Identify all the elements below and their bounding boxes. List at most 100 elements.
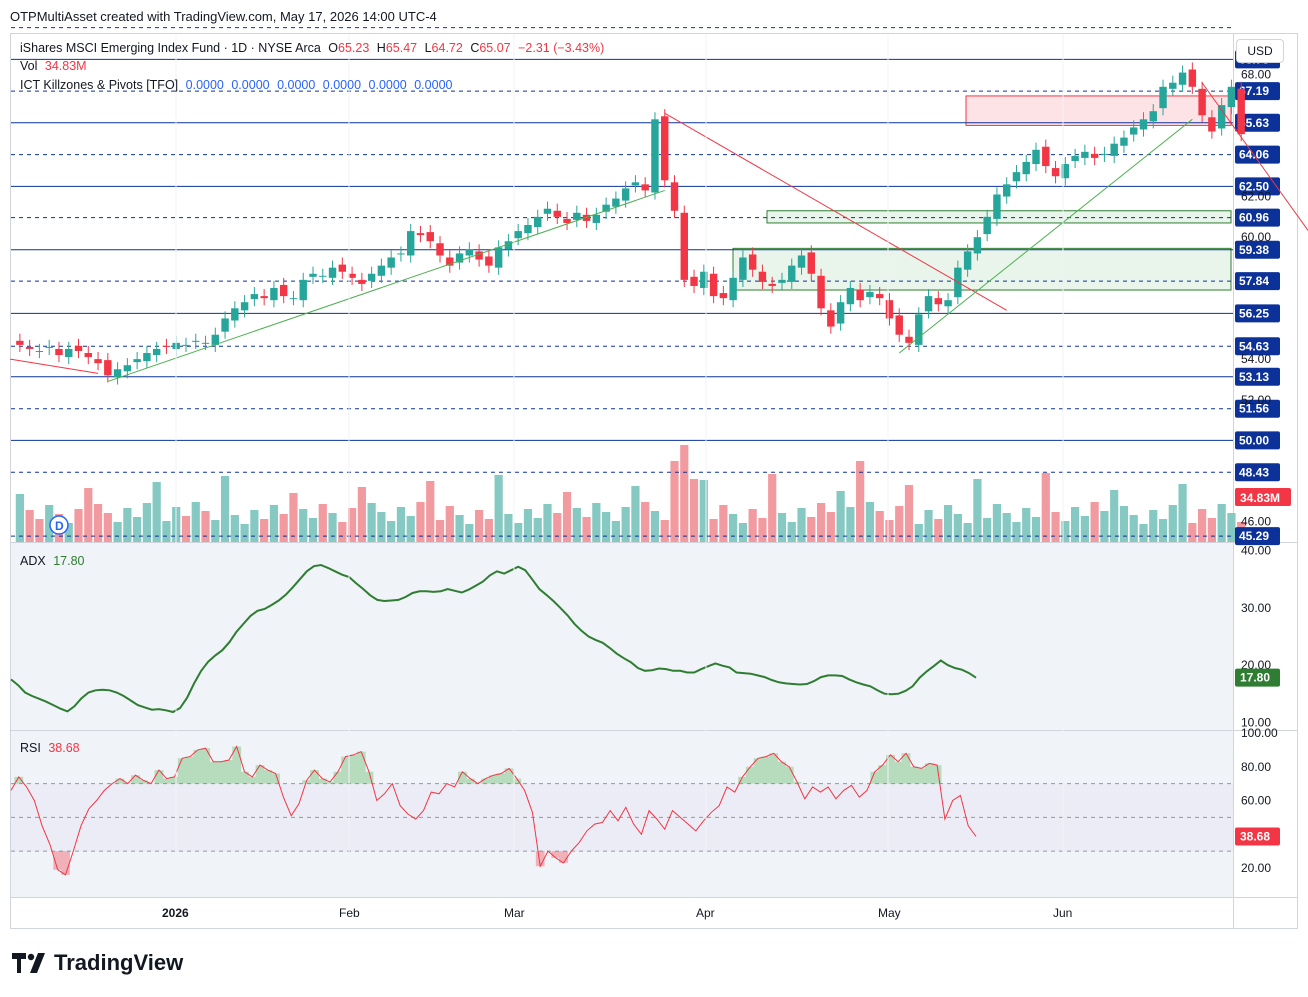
candle-body[interactable] [270, 287, 278, 301]
uptrend-line[interactable] [107, 189, 665, 382]
candle-body[interactable] [602, 204, 610, 212]
candle-body[interactable] [84, 353, 92, 358]
candle-body[interactable] [895, 315, 903, 335]
candle-body[interactable] [1100, 153, 1109, 155]
candle-body[interactable] [807, 252, 816, 274]
candle-body[interactable] [543, 208, 552, 214]
candle-body[interactable] [856, 290, 864, 301]
candle-body[interactable] [846, 287, 855, 305]
candle-body[interactable] [260, 296, 268, 299]
candle-body[interactable] [866, 292, 874, 298]
candle-body[interactable] [690, 276, 698, 286]
candle-body[interactable] [250, 294, 259, 300]
candle-body[interactable] [1217, 105, 1226, 129]
candle-body[interactable] [739, 257, 747, 280]
candle-body[interactable] [1012, 172, 1021, 182]
candle-body[interactable] [758, 271, 767, 282]
candle-body[interactable] [983, 216, 991, 235]
candle-body[interactable] [123, 365, 132, 372]
candle-body[interactable] [915, 314, 923, 345]
candle-body[interactable] [680, 212, 688, 280]
candle-body[interactable] [1178, 72, 1187, 85]
indicator-legend[interactable]: ICT Killzones & Pivots [TFO] 0.0000 0.00… [20, 78, 456, 92]
candle-body[interactable] [416, 233, 425, 236]
candle-body[interactable] [231, 308, 239, 321]
candle-body[interactable] [65, 348, 73, 358]
candle-body[interactable] [836, 302, 845, 324]
candle-body[interactable] [240, 302, 249, 311]
candle-body[interactable] [1237, 88, 1245, 135]
candle-body[interactable] [1159, 86, 1167, 109]
adx-pane[interactable] [11, 543, 1233, 730]
candle-body[interactable] [592, 214, 601, 223]
candle-body[interactable] [1198, 88, 1206, 116]
candle-body[interactable] [1149, 111, 1157, 122]
candle-body[interactable] [534, 216, 542, 228]
candle-body[interactable] [367, 273, 376, 281]
price-pane[interactable] [11, 34, 1233, 542]
candle-body[interactable] [299, 279, 307, 301]
candle-body[interactable] [1188, 69, 1197, 87]
candle-body[interactable] [455, 253, 464, 263]
candle-body[interactable] [1071, 155, 1079, 161]
candle-body[interactable] [788, 265, 796, 282]
candle-body[interactable] [768, 283, 776, 286]
candle-body[interactable] [426, 232, 434, 242]
candle-body[interactable] [494, 247, 503, 268]
candle-body[interactable] [152, 348, 161, 356]
candle-body[interactable] [1022, 161, 1030, 175]
candle-body[interactable] [963, 251, 972, 270]
candle-body[interactable] [446, 257, 454, 266]
candle-body[interactable] [641, 184, 649, 191]
candle-body[interactable] [465, 249, 474, 256]
candle-body[interactable] [221, 318, 229, 332]
candle-body[interactable] [104, 360, 112, 376]
candle-body[interactable] [924, 296, 933, 312]
candle-body[interactable] [885, 300, 894, 319]
candle-body[interactable] [1042, 146, 1050, 167]
candle-body[interactable] [934, 298, 943, 305]
candle-body[interactable] [729, 277, 737, 301]
candle-body[interactable] [475, 251, 483, 260]
uptrend-line[interactable] [898, 118, 1193, 354]
candle-body[interactable] [182, 344, 190, 346]
candle-body[interactable] [1130, 127, 1138, 135]
candle-body[interactable] [338, 264, 347, 272]
candle-body[interactable] [563, 218, 571, 223]
candle-body[interactable] [1227, 86, 1236, 108]
symbol-legend[interactable]: iShares MSCI Emerging Index Fund · 1D · … [20, 41, 608, 55]
adx-legend[interactable]: ADX 17.80 [20, 554, 88, 568]
candle-body[interactable] [797, 255, 806, 268]
candle-body[interactable] [1120, 137, 1128, 146]
rsi-line[interactable] [10, 745, 977, 876]
candle-body[interactable] [133, 359, 141, 363]
candle-body[interactable] [504, 241, 513, 250]
candle-body[interactable] [670, 182, 679, 211]
candle-body[interactable] [55, 348, 63, 356]
candle-body[interactable] [309, 273, 317, 277]
candle-body[interactable] [406, 231, 415, 256]
candle-body[interactable] [348, 273, 356, 278]
candle-body[interactable] [993, 194, 1001, 219]
candle-body[interactable] [612, 198, 620, 207]
candle-body[interactable] [143, 353, 151, 362]
candle-body[interactable] [1169, 82, 1177, 89]
candle-body[interactable] [485, 256, 493, 266]
candle-body[interactable] [817, 275, 825, 309]
candle-body[interactable] [778, 279, 786, 283]
candle-body[interactable] [661, 116, 669, 181]
candle-body[interactable] [192, 340, 200, 342]
candle-body[interactable] [1032, 149, 1040, 165]
candle-body[interactable] [436, 243, 444, 256]
candle-body[interactable] [748, 254, 757, 270]
dividend-marker-icon[interactable] [49, 515, 69, 535]
candle-body[interactable] [944, 300, 952, 307]
candle-body[interactable] [289, 298, 298, 300]
currency-button[interactable]: USD [1236, 39, 1284, 63]
candle-body[interactable] [709, 273, 718, 297]
downtrend-line[interactable] [10, 358, 99, 374]
candle-body[interactable] [1061, 164, 1070, 179]
candle-body[interactable] [553, 210, 561, 217]
rsi-legend[interactable]: RSI 38.68 [20, 741, 84, 755]
